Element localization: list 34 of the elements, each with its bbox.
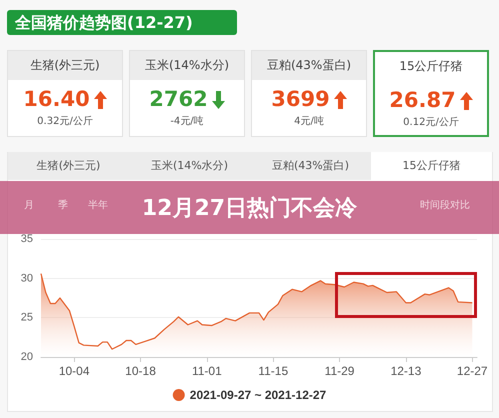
x-tick-label: 10-18	[125, 364, 156, 378]
text: 生猪(外三元)	[8, 152, 129, 180]
text: -4元/吨	[169, 114, 205, 128]
text: 16.40	[23, 87, 90, 111]
y-tick-label: 30	[20, 272, 33, 284]
text: 4元/吨	[293, 114, 325, 128]
text: 月	[24, 199, 34, 212]
text: 15公斤仔猪	[371, 152, 492, 180]
text: 玉米(14%水分)	[130, 51, 244, 80]
text: 0.32元/公斤	[36, 114, 94, 128]
text: 3699	[271, 87, 330, 111]
text: 季	[58, 198, 68, 212]
x-tick-label: 12-27	[456, 364, 488, 378]
text: 生猪(外三元)	[8, 51, 122, 80]
chart-title: 全国猪价趋势图(12-27)	[7, 10, 237, 35]
text: 豆粕(43%蛋白)	[250, 152, 371, 180]
y-tick-label: 35	[20, 233, 33, 245]
x-tick-label: 11-29	[324, 364, 355, 378]
text: 豆粕(43%蛋白)	[252, 51, 366, 80]
text: 12月27日热门不会冷	[142, 196, 358, 221]
text: 半年	[88, 198, 108, 212]
x-tick-label: 10-04	[58, 364, 90, 378]
x-tick-label: 11-01	[192, 364, 222, 378]
legend-label: 2021-09-27 ~ 2021-12-27	[190, 388, 327, 402]
text: 0.12元/公斤	[402, 116, 460, 129]
x-tick-label: 12-13	[390, 364, 422, 378]
text: 2762	[149, 87, 208, 111]
text: 15公斤仔猪	[375, 52, 487, 81]
y-tick-label: 20	[20, 351, 33, 363]
text: 玉米(14%水分)	[129, 152, 250, 180]
x-tick-label: 11-15	[258, 364, 288, 378]
y-tick-label: 25	[20, 312, 33, 324]
text: 时间段对比	[420, 198, 470, 212]
text: 26.87	[389, 88, 456, 112]
